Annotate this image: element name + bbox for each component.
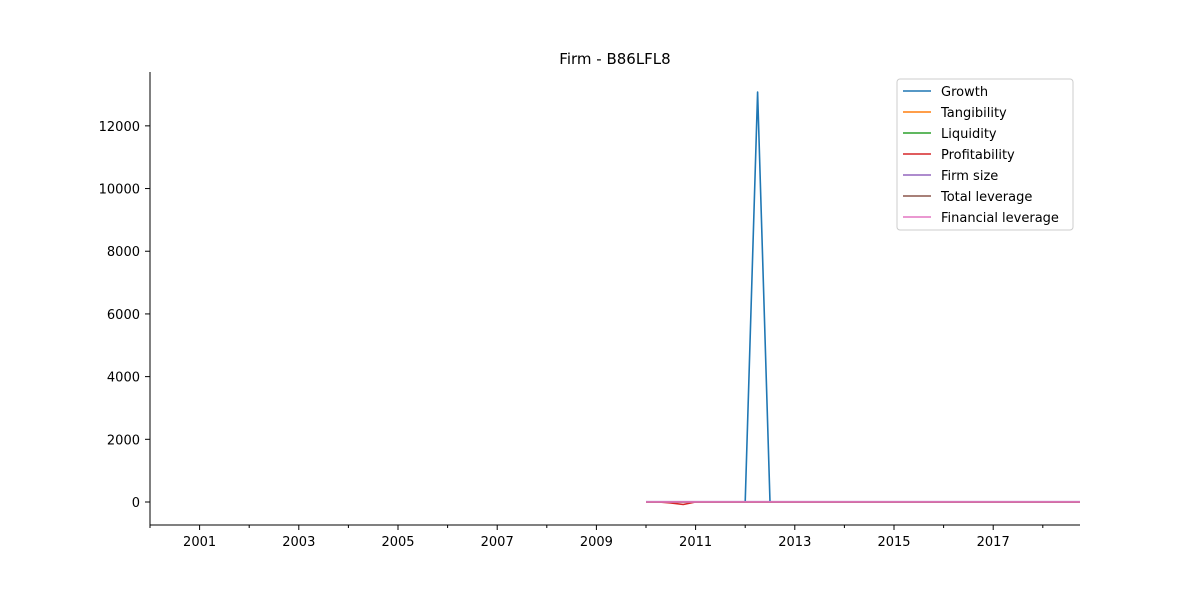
- legend-items: Growth Tangibility Liquidity Profitability F…: [903, 85, 1059, 226]
- y-tick-label: 12000: [99, 120, 140, 135]
- y-tick-label: 4000: [107, 371, 140, 386]
- x-tick-label: 2017: [977, 535, 1010, 550]
- legend-label: Liquidity: [941, 127, 997, 142]
- x-tick-label: 2009: [580, 535, 613, 550]
- legend-frame: [896, 78, 1074, 231]
- legend-label: Total leverage: [940, 190, 1032, 205]
- x-axis-ticks: 2001 2003 2005 2007 2009 2011 2013 2015 2017: [149, 525, 1044, 550]
- legend-label: Financial leverage: [941, 211, 1059, 226]
- x-tick-label: 2007: [481, 535, 514, 550]
- x-tick-label: 2001: [183, 535, 216, 550]
- y-tick-label: 8000: [107, 245, 140, 260]
- y-tick-label: 10000: [99, 183, 140, 198]
- legend-label: Profitability: [941, 148, 1015, 163]
- legend: Growth Tangibility Liquidity Profitability F…: [896, 78, 1074, 231]
- x-tick-label: 2011: [679, 535, 712, 550]
- series-layer: [646, 91, 1080, 506]
- y-axis-ticks: 0 2000 4000 6000 8000 10000 12000: [99, 120, 150, 511]
- x-tick-label: 2003: [282, 535, 315, 550]
- x-tick-label: 2005: [381, 535, 414, 550]
- x-tick-label: 2013: [778, 535, 811, 550]
- y-tick-label: 0: [132, 496, 140, 511]
- plot-area: 2001 2003 2005 2007 2009 2011 2013 2015 2017 0 20…: [99, 72, 1080, 550]
- chart-title: Firm - B86LFL8: [559, 50, 670, 68]
- y-tick-label: 6000: [107, 308, 140, 323]
- legend-label: Growth: [941, 85, 988, 100]
- x-tick-label: 2015: [877, 535, 910, 550]
- legend-label: Tangibility: [940, 106, 1007, 121]
- y-tick-label: 2000: [107, 433, 140, 448]
- legend-label: Firm size: [941, 169, 998, 184]
